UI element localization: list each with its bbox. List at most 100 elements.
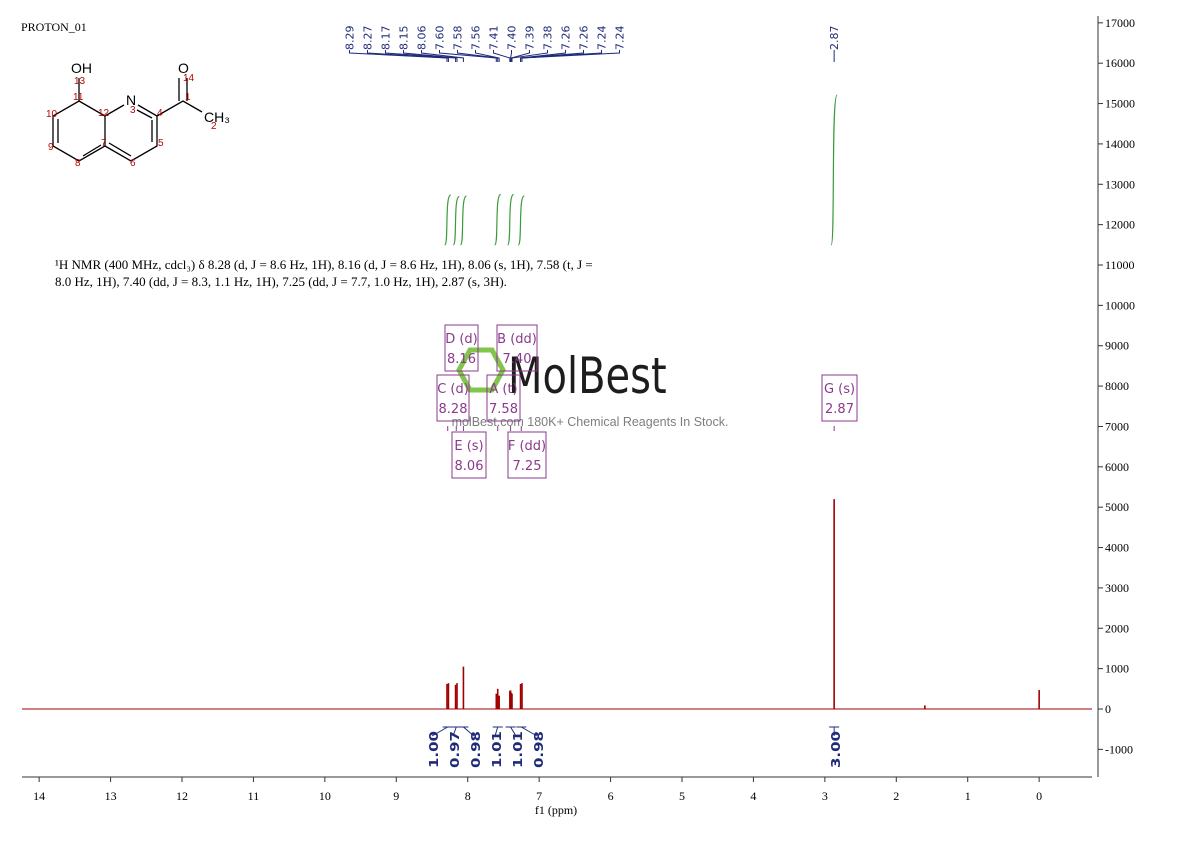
integral-bracket [516, 726, 538, 737]
peak-label: 8.06 [416, 26, 429, 51]
x-tick-label: 8 [465, 789, 471, 803]
multiplet-box [436, 374, 470, 422]
peak-label-leader [421, 50, 464, 62]
atom-label: OH [71, 60, 92, 76]
integral-label: 3.00 [829, 731, 844, 768]
peak-label: 7.56 [470, 26, 483, 51]
atom-number: 1 [185, 92, 191, 103]
atom-label: O [178, 60, 189, 76]
peak-label: 8.27 [362, 26, 375, 51]
peak-label: 7.26 [560, 26, 573, 51]
peak-label: 7.26 [578, 26, 591, 51]
peak-label: 7.39 [524, 26, 537, 51]
atom-number: 3 [130, 105, 136, 116]
y-tick-label: 5000 [1105, 500, 1129, 514]
atom-label: CH₃ [204, 109, 230, 125]
atom-number: 10 [46, 109, 58, 120]
y-tick-label: 16000 [1105, 56, 1135, 70]
atom-number: 2 [211, 121, 217, 132]
x-tick-label: 3 [822, 789, 828, 803]
x-tick-label: 12 [176, 789, 188, 803]
peak-label-leader [520, 50, 584, 62]
multiplet-box [444, 324, 479, 372]
atom-number: 4 [157, 108, 163, 119]
brand: MolBest [508, 347, 667, 406]
peak-label-leader [511, 50, 548, 62]
x-tick-label: 11 [248, 789, 260, 803]
peak-label: 7.24 [614, 26, 627, 51]
peak-label: 7.24 [596, 26, 609, 51]
x-tick-label: 10 [319, 789, 331, 803]
atom-number: 14 [183, 73, 195, 84]
y-tick-label: 15000 [1105, 97, 1135, 111]
y-tick-label: 17000 [1105, 16, 1135, 30]
integral-curve [506, 193, 515, 246]
multiplet-name: C (d) [437, 382, 469, 397]
integral-label: 0.97 [448, 731, 463, 768]
y-tick-label: 2000 [1105, 621, 1129, 635]
peak-label-leader [475, 50, 500, 62]
peak-label: 7.41 [488, 26, 501, 51]
peak-label-leader [349, 50, 448, 62]
atom-number: 5 [158, 138, 164, 149]
chart-title: PROTON_01 [21, 20, 87, 34]
peak-label: 7.60 [434, 26, 447, 51]
description-line: ¹H NMR (400 MHz, cdcl₃) δ 8.28 (d, J = 8… [55, 257, 593, 272]
peak-label: 7.58 [452, 26, 465, 51]
atom-number: 12 [98, 108, 110, 119]
multiplet-box [821, 374, 858, 422]
y-tick-label: 9000 [1105, 339, 1129, 353]
y-tick-label: 0 [1105, 702, 1111, 716]
y-tick-label: -1000 [1105, 742, 1133, 756]
y-tick-label: 13000 [1105, 177, 1135, 191]
integral-bracket [492, 726, 503, 737]
y-tick-label: 6000 [1105, 460, 1129, 474]
y-tick-label: 3000 [1105, 581, 1129, 595]
integral-label: 0.98 [469, 731, 484, 768]
integral-label: 1.01 [511, 731, 526, 768]
peak-label-leader [510, 50, 512, 62]
integral-bracket [505, 726, 517, 737]
description-line: 8.0 Hz, 1H), 7.40 (dd, J = 8.3, 1.1 Hz, … [55, 274, 507, 289]
integral-curve [517, 195, 525, 246]
peak-label-leader [457, 50, 499, 62]
atom-number: 7 [101, 138, 107, 149]
atom-number: 8 [75, 158, 81, 169]
multiplet-shift: 2.87 [825, 402, 854, 417]
atom-number: 13 [74, 76, 86, 87]
peak-label: 7.40 [506, 26, 519, 51]
x-tick-label: 13 [105, 789, 117, 803]
multiplet-shift: 7.58 [489, 402, 518, 417]
x-tick-label: 14 [33, 789, 45, 803]
watermark: MolBest molBest.com 180K+ Chemical Reage… [452, 347, 729, 429]
integral-bracket [431, 726, 453, 737]
y-tick-label: 11000 [1105, 258, 1135, 272]
atom-number: 6 [130, 158, 136, 169]
peak-label-leader [493, 50, 511, 62]
y-tick-label: 14000 [1105, 137, 1135, 151]
peak-label: 2.87 [828, 26, 841, 51]
integral-label: 1.01 [490, 731, 505, 768]
logo [456, 347, 506, 393]
x-tick-label: 9 [393, 789, 399, 803]
peak-label: 8.15 [398, 26, 411, 51]
atom-number: 9 [48, 142, 54, 153]
x-tick-label: 7 [536, 789, 542, 803]
multiplet-name: D (d) [445, 332, 478, 347]
peak-label-leader [521, 50, 620, 62]
peak-label-leader [385, 50, 457, 62]
y-tick-label: 7000 [1105, 419, 1129, 433]
integral-curve [444, 194, 452, 246]
multiplet-shift: 8.28 [439, 402, 468, 417]
multiplet-shift: 8.16 [447, 352, 476, 367]
multiplet-name: F (dd) [508, 439, 546, 454]
multiplet-shift: 7.25 [513, 459, 542, 474]
x-tick-label: 2 [893, 789, 899, 803]
tagline: molBest.com 180K+ Chemical Reagents In S… [452, 415, 729, 429]
peak-label: 8.17 [380, 26, 393, 51]
peak-label-leader [367, 50, 449, 62]
integral-curve [830, 94, 838, 246]
multiplet-name: E (s) [454, 439, 483, 454]
multiplet-box [496, 324, 538, 372]
